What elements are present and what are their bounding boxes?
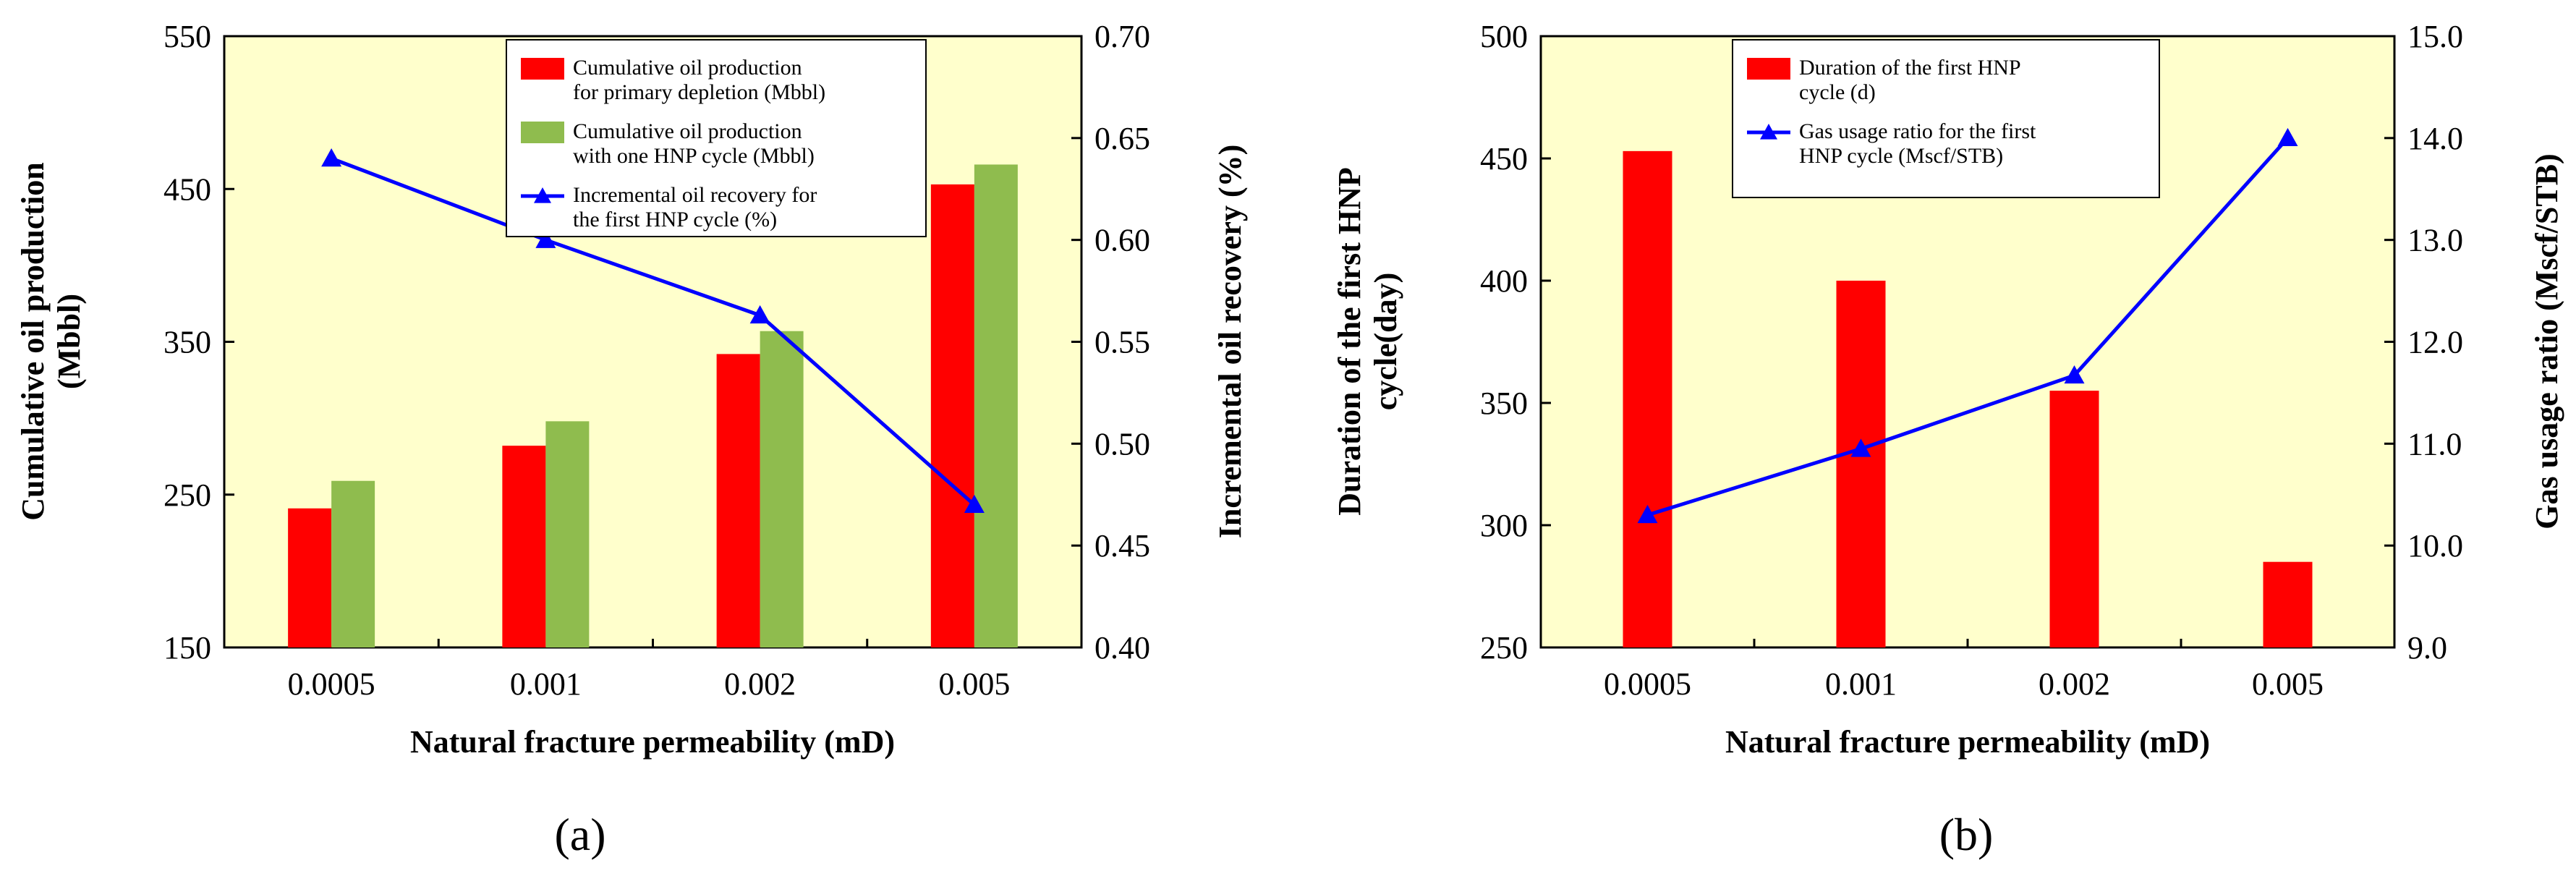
legend-label: Cumulative oil production bbox=[573, 119, 802, 143]
legend-label: Cumulative oil production bbox=[573, 56, 802, 80]
y-axis-right-title: Gas usage ratio (Mscf/STB) bbox=[2529, 153, 2564, 529]
bars-group bbox=[288, 164, 1018, 648]
y-right-tick-label: 0.55 bbox=[1094, 325, 1150, 360]
line-marker-0.001 bbox=[535, 229, 556, 248]
y-left-tick-label: 500 bbox=[1480, 19, 1528, 54]
x-tick-label: 0.0005 bbox=[1604, 666, 1691, 702]
axis-ticks: 250 300 350 400 450 500 9.0 10.0 11.0 12.0 13.0 14.… bbox=[1480, 19, 2463, 702]
legend-box bbox=[506, 39, 927, 237]
y-axis-left-title-line-2: (Mbbl) bbox=[51, 294, 87, 389]
legend-swatch bbox=[521, 122, 564, 143]
bars-group bbox=[1623, 150, 2313, 648]
bar-series-2-0.0005 bbox=[331, 480, 375, 647]
legend-label: Gas usage ratio for the first bbox=[1799, 119, 2036, 143]
y-axis-left-title-line-1: Duration of the first HNP bbox=[1332, 167, 1367, 516]
y-right-tick-label: 13.0 bbox=[2407, 223, 2463, 258]
bar-series-1-0.002 bbox=[716, 354, 760, 647]
legend-box bbox=[1732, 39, 2160, 198]
y-right-tick-label: 0.70 bbox=[1094, 19, 1150, 54]
line-series-group bbox=[321, 148, 985, 514]
y-right-tick-label: 0.50 bbox=[1094, 426, 1150, 462]
line-marker-0.0005 bbox=[1637, 504, 1658, 524]
y-right-tick-label: 14.0 bbox=[2407, 121, 2463, 156]
y-left-tick-label: 350 bbox=[163, 325, 211, 360]
y-left-tick-label: 350 bbox=[1480, 386, 1528, 421]
bar-series-1-0.001 bbox=[502, 446, 546, 647]
x-tick-label: 0.001 bbox=[1825, 666, 1897, 702]
line-marker-0.001 bbox=[1850, 438, 1871, 457]
y-left-tick-label: 550 bbox=[163, 19, 211, 54]
x-axis-title: Natural fracture permeability (mD) bbox=[410, 724, 895, 760]
line-marker-0.005 bbox=[964, 494, 985, 514]
y-right-tick-label: 9.0 bbox=[2407, 630, 2447, 666]
legend-label: for primary depletion (Mbbl) bbox=[573, 80, 825, 104]
legend-swatch bbox=[521, 58, 564, 80]
y-axis-right-title: Incremental oil recovery (%) bbox=[1212, 145, 1248, 539]
y-axis-left-title: Duration of the first HNP cycle(day) bbox=[1332, 167, 1403, 516]
line-marker-0.005 bbox=[2277, 127, 2298, 147]
y-right-tick-label: 0.45 bbox=[1094, 528, 1150, 564]
bar-series-1-0.001 bbox=[1836, 281, 1886, 647]
bar-series-2-0.005 bbox=[974, 164, 1018, 647]
legend-label: HNP cycle (Mscf/STB) bbox=[1799, 144, 2003, 168]
x-tick-label: 0.005 bbox=[938, 666, 1010, 702]
y-axis-left-title: Cumulative oil production (Mbbl) bbox=[15, 162, 87, 520]
x-tick-label: 0.0005 bbox=[288, 666, 375, 702]
legend-label: with one HNP cycle (Mbbl) bbox=[573, 144, 815, 168]
line-marker-0.0005 bbox=[321, 148, 342, 167]
y-right-tick-label: 0.60 bbox=[1094, 223, 1150, 258]
bar-series-1-0.0005 bbox=[1623, 150, 1672, 648]
line-series-group bbox=[1637, 127, 2298, 524]
line-series-1 bbox=[1646, 137, 2290, 517]
bar-series-2-0.002 bbox=[760, 331, 804, 647]
legend-label: cycle (d) bbox=[1799, 80, 1876, 104]
y-axis-left-title-line-2: cycle(day) bbox=[1368, 273, 1403, 411]
bar-series-1-0.005 bbox=[2263, 561, 2313, 647]
y-left-tick-label: 450 bbox=[1480, 141, 1528, 177]
x-tick-label: 0.001 bbox=[510, 666, 582, 702]
bar-series-1-0.005 bbox=[930, 184, 974, 648]
axis-ticks: 150 250 350 450 550 0.40 0.45 0.50 0.55 0.60 0.65 0… bbox=[163, 19, 1150, 702]
bar-series-1-0.0005 bbox=[288, 508, 332, 647]
y-left-tick-label: 450 bbox=[163, 171, 211, 207]
y-right-tick-label: 15.0 bbox=[2407, 19, 2463, 54]
legend-label: the first HNP cycle (%) bbox=[573, 208, 777, 231]
y-right-tick-label: 0.40 bbox=[1094, 630, 1150, 666]
legend-label: Incremental oil recovery for bbox=[573, 183, 817, 207]
chart-panel-a: 150 250 350 450 550 0.40 0.45 0.50 0.55 0.60 0.65 0… bbox=[15, 19, 1248, 860]
chart-panel-b: 250 300 350 400 450 500 9.0 10.0 11.0 12.0 13.0 14.… bbox=[1332, 19, 2564, 860]
y-left-tick-label: 400 bbox=[1480, 263, 1528, 299]
y-right-tick-label: 12.0 bbox=[2407, 325, 2463, 360]
panel-label-b: (b) bbox=[1939, 809, 1994, 860]
y-left-tick-label: 150 bbox=[163, 630, 211, 666]
line-series-1 bbox=[331, 156, 976, 506]
y-left-tick-label: 250 bbox=[1480, 630, 1528, 666]
y-right-tick-label: 11.0 bbox=[2407, 426, 2462, 462]
y-left-tick-label: 250 bbox=[163, 477, 211, 513]
legend-marker bbox=[1760, 124, 1777, 140]
x-tick-label: 0.002 bbox=[724, 666, 796, 702]
legend-swatch bbox=[1747, 58, 1790, 80]
legend-marker bbox=[534, 187, 551, 203]
x-tick-label: 0.005 bbox=[2252, 666, 2324, 702]
x-axis-title: Natural fracture permeability (mD) bbox=[1725, 724, 2210, 760]
bar-series-2-0.001 bbox=[545, 421, 590, 647]
line-marker-0.002 bbox=[749, 305, 770, 324]
y-right-tick-label: 0.65 bbox=[1094, 121, 1150, 156]
x-tick-label: 0.002 bbox=[2039, 666, 2110, 702]
legend-label: Duration of the first HNP bbox=[1799, 56, 2021, 80]
bar-series-1-0.002 bbox=[2049, 391, 2099, 647]
y-left-tick-label: 300 bbox=[1480, 508, 1528, 543]
line-marker-0.002 bbox=[2064, 365, 2085, 384]
panel-label-a: (a) bbox=[554, 809, 605, 860]
y-axis-left-title-line-1: Cumulative oil production bbox=[15, 162, 51, 520]
y-right-tick-label: 10.0 bbox=[2407, 528, 2463, 564]
